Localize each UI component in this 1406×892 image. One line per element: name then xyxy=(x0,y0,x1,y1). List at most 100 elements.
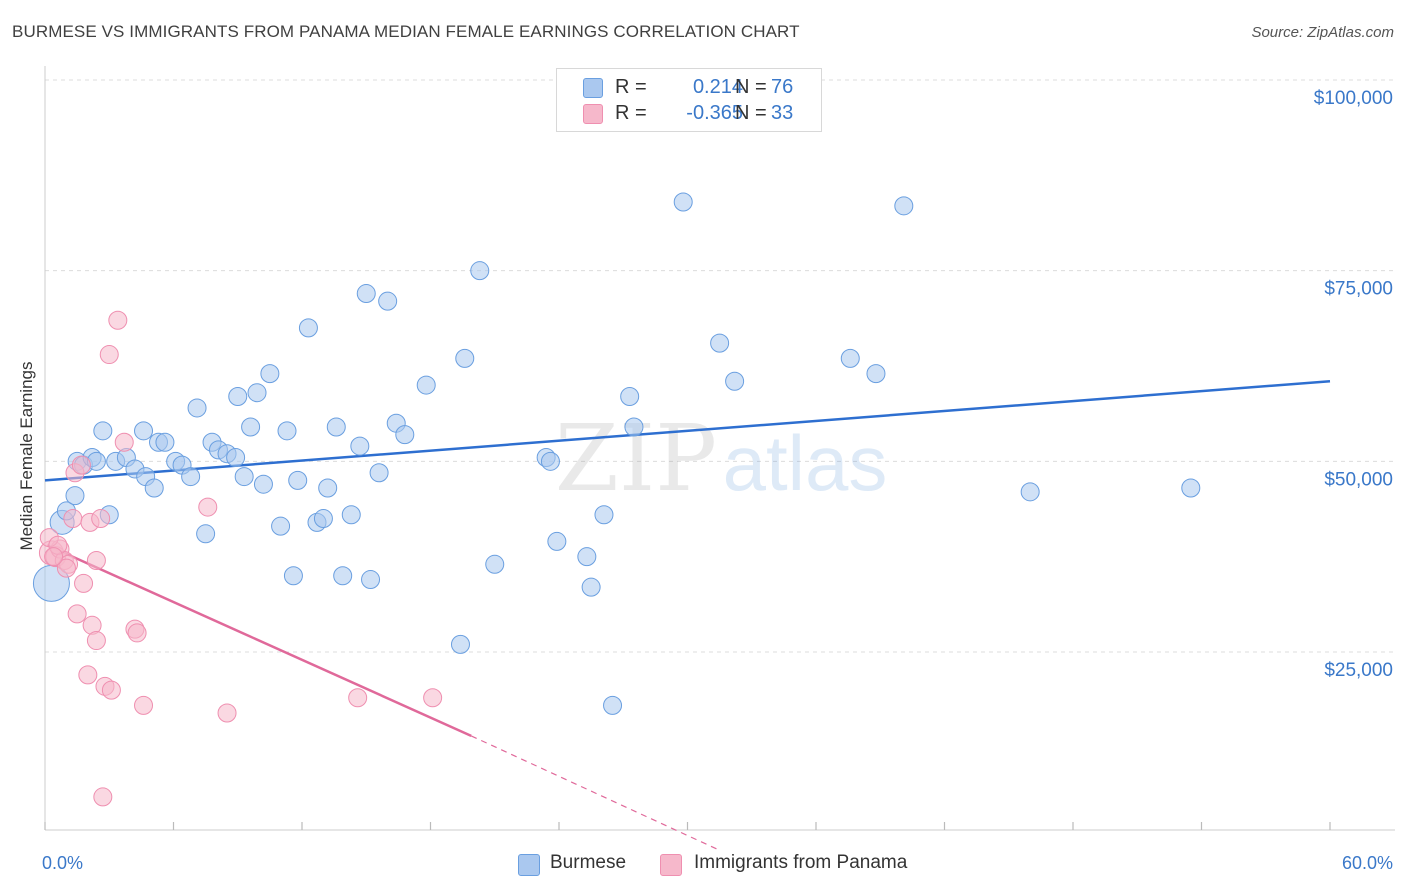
burmese-point xyxy=(673,192,693,212)
panama-trend-line xyxy=(46,544,472,738)
legend-label-burmese: Burmese xyxy=(550,852,627,873)
legend-n-label: N = xyxy=(735,102,767,124)
legend-n-label: N = xyxy=(735,76,767,98)
panama-point xyxy=(63,509,83,529)
panama-trend-extension xyxy=(470,735,720,851)
tick-labels: $100,000 $75,000 $50,000 $25,000 0.0% 60.0% xyxy=(42,88,1393,873)
burmese-point xyxy=(624,417,644,437)
x-tick-label: 60.0% xyxy=(1342,853,1393,873)
burmese-point xyxy=(326,417,346,437)
watermark: ZIP atlas xyxy=(555,405,887,512)
y-tick-label: $25,000 xyxy=(1324,660,1393,681)
panama-point xyxy=(423,688,443,708)
legend-swatch-panama xyxy=(660,854,682,876)
legend-r-value: -0.365 xyxy=(686,102,743,124)
burmese-point xyxy=(196,524,216,544)
stats-legend: R = 0.214 N = 76 R = -0.365 N = 33 xyxy=(556,68,822,132)
burmese-trend-line xyxy=(44,380,1331,482)
burmese-point xyxy=(540,451,560,471)
burmese-point xyxy=(1020,482,1040,502)
legend-swatch-panama xyxy=(583,104,603,124)
burmese-point xyxy=(1181,478,1201,498)
burmese-point xyxy=(378,291,398,311)
panama-point xyxy=(78,665,98,685)
burmese-point xyxy=(341,505,361,525)
burmese-point xyxy=(277,421,297,441)
y-tick-label: $50,000 xyxy=(1324,469,1393,490)
burmese-point xyxy=(455,348,475,368)
panama-point xyxy=(67,604,87,624)
burmese-point xyxy=(581,577,601,597)
burmese-point xyxy=(288,470,308,490)
burmese-point xyxy=(416,375,436,395)
y-tick-label: $75,000 xyxy=(1324,279,1393,300)
watermark-atlas: atlas xyxy=(723,419,888,507)
burmese-point xyxy=(298,318,318,338)
panama-point xyxy=(198,497,218,517)
burmese-point xyxy=(134,421,154,441)
burmese-point xyxy=(318,478,338,498)
legend-label-panama: Immigrants from Panama xyxy=(694,852,908,873)
axes xyxy=(44,66,1395,831)
burmese-point xyxy=(65,486,85,506)
panama-point xyxy=(127,623,147,643)
burmese-point xyxy=(93,421,113,441)
burmese-point xyxy=(547,531,567,551)
panama-point xyxy=(71,455,91,475)
burmese-point xyxy=(181,467,201,487)
panama-point xyxy=(56,558,76,578)
y-axis-label: Median Female Earnings xyxy=(17,361,36,551)
burmese-point xyxy=(866,364,886,384)
burmese-point xyxy=(620,387,640,407)
x-tick-label: 0.0% xyxy=(42,853,83,873)
burmese-point xyxy=(313,509,333,529)
burmese-point xyxy=(241,417,261,437)
burmese-point xyxy=(840,348,860,368)
burmese-point xyxy=(260,364,280,384)
data-points xyxy=(32,192,1201,807)
series-legend: Burmese Immigrants from Panama xyxy=(0,852,1406,878)
grid-lines xyxy=(45,79,1395,653)
legend-n-value: 76 xyxy=(771,76,794,98)
burmese-point xyxy=(333,566,353,586)
burmese-point xyxy=(395,425,415,445)
legend-swatch-burmese xyxy=(583,78,603,98)
legend-n-value: 33 xyxy=(771,102,794,124)
burmese-point xyxy=(226,448,246,468)
burmese-point xyxy=(594,505,614,525)
burmese-point xyxy=(470,261,490,281)
burmese-point xyxy=(603,695,623,715)
burmese-point xyxy=(144,478,164,498)
panama-point xyxy=(134,695,154,715)
burmese-point xyxy=(369,463,389,483)
panama-point xyxy=(86,631,106,651)
panama-point xyxy=(114,432,134,452)
legend-swatch-burmese xyxy=(518,854,540,876)
burmese-point xyxy=(894,196,914,216)
legend-r-value: 0.214 xyxy=(692,76,743,98)
burmese-point xyxy=(253,474,273,494)
y-tick-label: $100,000 xyxy=(1314,88,1393,109)
burmese-point xyxy=(710,333,730,353)
burmese-point xyxy=(228,387,248,407)
panama-point xyxy=(44,547,64,567)
burmese-point xyxy=(234,467,254,487)
chart-title: BURMESE VS IMMIGRANTS FROM PANAMA MEDIAN… xyxy=(12,22,800,41)
burmese-point xyxy=(271,516,291,536)
burmese-point xyxy=(450,634,470,654)
burmese-point xyxy=(356,284,376,304)
legend-r-label: R = xyxy=(615,76,647,98)
panama-point xyxy=(86,550,106,570)
panama-point xyxy=(91,509,111,529)
panama-point xyxy=(108,310,128,330)
burmese-point xyxy=(350,436,370,456)
legend-r-label: R = xyxy=(615,102,647,124)
panama-point xyxy=(348,688,368,708)
trend-lines xyxy=(44,380,1331,851)
panama-point xyxy=(99,345,119,365)
panama-point xyxy=(93,787,113,807)
chart-source: Source: ZipAtlas.com xyxy=(1251,24,1394,41)
burmese-point xyxy=(577,547,597,567)
burmese-point xyxy=(247,383,267,403)
